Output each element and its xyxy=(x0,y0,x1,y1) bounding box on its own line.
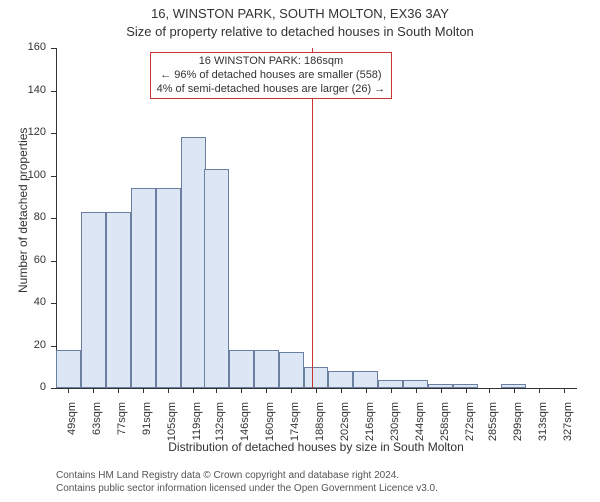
xtick-mark xyxy=(316,388,317,393)
chart-title: 16, WINSTON PARK, SOUTH MOLTON, EX36 3AY xyxy=(0,6,600,21)
xtick-mark xyxy=(93,388,94,393)
ytick-mark xyxy=(51,133,56,134)
histogram-bar xyxy=(131,188,156,388)
ytick-mark xyxy=(51,261,56,262)
ytick-label: 0 xyxy=(0,381,46,393)
chart-subtitle: Size of property relative to detached ho… xyxy=(0,24,600,39)
histogram-bar xyxy=(106,212,131,388)
footnote-line-2: Contains public sector information licen… xyxy=(56,483,438,494)
xtick-mark xyxy=(168,388,169,393)
xtick-mark xyxy=(291,388,292,393)
annotation-line: 16 WINSTON PARK: 186sqm xyxy=(157,55,386,69)
xtick-mark xyxy=(241,388,242,393)
xtick-mark xyxy=(193,388,194,393)
xtick-mark xyxy=(489,388,490,393)
annotation-line: 4% of semi-detached houses are larger (2… xyxy=(157,83,386,97)
histogram-bar xyxy=(353,371,378,388)
histogram-bar xyxy=(56,350,81,388)
histogram-bar xyxy=(328,371,353,388)
xtick-mark xyxy=(466,388,467,393)
xtick-mark xyxy=(118,388,119,393)
xtick-mark xyxy=(266,388,267,393)
xtick-mark xyxy=(514,388,515,393)
histogram-bar xyxy=(254,350,279,388)
xtick-mark xyxy=(564,388,565,393)
xtick-mark xyxy=(366,388,367,393)
xtick-mark xyxy=(143,388,144,393)
xtick-mark xyxy=(416,388,417,393)
xtick-mark xyxy=(441,388,442,393)
y-axis-label: Number of detached properties xyxy=(16,127,30,292)
histogram-bar xyxy=(428,384,453,388)
ytick-label: 40 xyxy=(0,296,46,308)
ytick-mark xyxy=(51,176,56,177)
histogram-bar xyxy=(453,384,478,388)
histogram-bar xyxy=(156,188,181,388)
ytick-mark xyxy=(51,303,56,304)
ytick-mark xyxy=(51,388,56,389)
ytick-mark xyxy=(51,91,56,92)
histogram-bar xyxy=(403,380,428,389)
histogram-bar xyxy=(81,212,106,388)
histogram-bar xyxy=(204,169,229,388)
ytick-mark xyxy=(51,48,56,49)
xtick-mark xyxy=(341,388,342,393)
ytick-mark xyxy=(51,218,56,219)
annotation-box: 16 WINSTON PARK: 186sqm← 96% of detached… xyxy=(150,52,393,99)
ytick-label: 160 xyxy=(0,41,46,53)
ytick-label: 20 xyxy=(0,339,46,351)
xtick-mark xyxy=(539,388,540,393)
annotation-line: ← 96% of detached houses are smaller (55… xyxy=(157,69,386,83)
footnote-line-1: Contains HM Land Registry data © Crown c… xyxy=(56,470,399,481)
xtick-mark xyxy=(216,388,217,393)
histogram-bar xyxy=(229,350,254,388)
histogram-bar xyxy=(304,367,329,388)
xtick-mark xyxy=(68,388,69,393)
x-axis-label: Distribution of detached houses by size … xyxy=(56,440,576,454)
ytick-mark xyxy=(51,346,56,347)
histogram-bar xyxy=(378,380,403,389)
xtick-mark xyxy=(391,388,392,393)
ytick-label: 140 xyxy=(0,84,46,96)
histogram-bar xyxy=(181,137,206,388)
histogram-bar xyxy=(279,352,304,388)
figure: 16, WINSTON PARK, SOUTH MOLTON, EX36 3AY… xyxy=(0,0,600,500)
histogram-bar xyxy=(501,384,526,388)
